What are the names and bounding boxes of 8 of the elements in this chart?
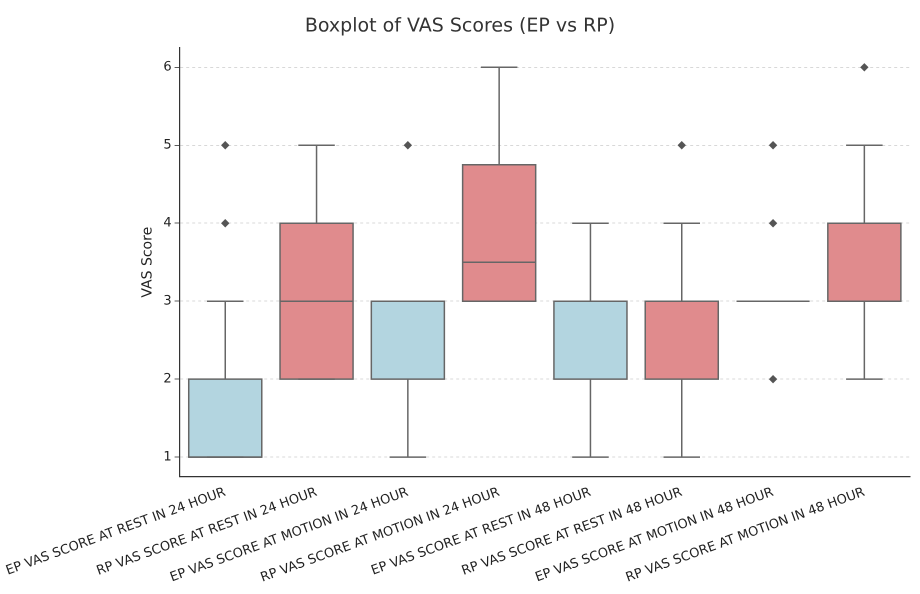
y-tick-label: 3 <box>163 294 172 309</box>
y-tick-label: 6 <box>163 60 172 75</box>
y-tick-label: 5 <box>163 138 172 153</box>
y-axis-title: VAS Score <box>140 226 156 298</box>
y-tick-label: 2 <box>163 372 172 387</box>
chart-title: Boxplot of VAS Scores (EP vs RP) <box>304 14 616 36</box>
y-tick-label: 4 <box>163 216 172 231</box>
y-tick-label: 1 <box>163 450 172 465</box>
